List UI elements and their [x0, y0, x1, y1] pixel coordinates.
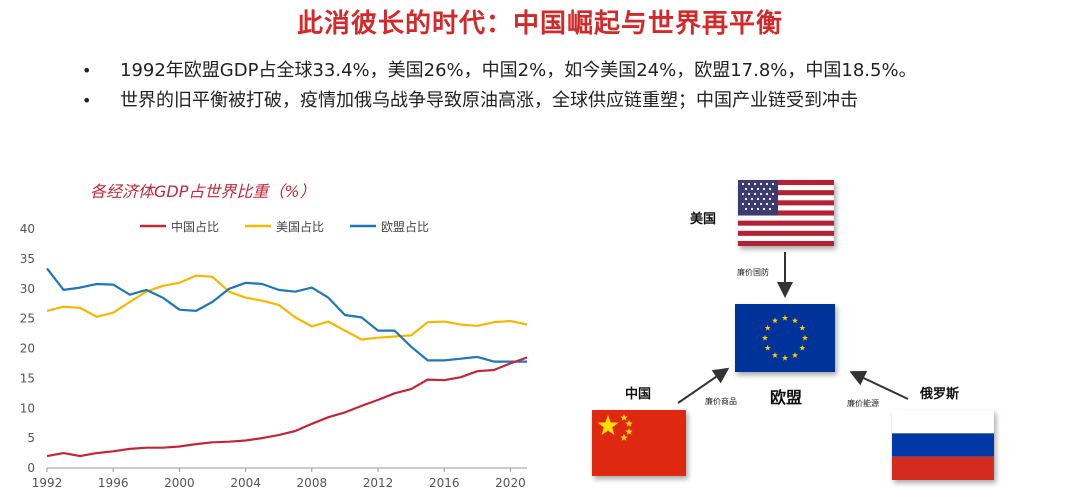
chart-title: 各经济体GDP占世界比重（%） — [90, 182, 316, 201]
x-tick-label: 1996 — [98, 476, 129, 490]
series-line-1 — [46, 274, 528, 341]
x-tick-label: 2016 — [429, 476, 460, 490]
y-tick-label: 5 — [27, 431, 35, 445]
eu-label: 欧盟 — [770, 388, 803, 407]
china-flag — [592, 410, 686, 476]
edge-label-russia-eu: 廉价能源 — [847, 399, 879, 408]
eu-star-icon — [799, 324, 806, 331]
eu-star-icon — [761, 334, 769, 341]
edge-label-usa-eu: 廉价国防 — [737, 268, 769, 277]
eu-flag — [735, 304, 835, 372]
legend-label: 中国占比 — [171, 219, 219, 234]
y-tick-label: 15 — [20, 371, 35, 385]
x-tick-label: 2008 — [297, 476, 328, 490]
bullet-item: • 1992年欧盟GDP占全球33.4%，美国26%，中国2%，如今美国24%，… — [82, 58, 1042, 88]
bullet-list: • 1992年欧盟GDP占全球33.4%，美国26%，中国2%，如今美国24%，… — [82, 58, 1042, 118]
series-line-2 — [46, 267, 527, 363]
eu-star-icon — [764, 344, 771, 351]
diagram-arrows — [677, 252, 909, 404]
eu-star-icon — [781, 314, 789, 321]
chart-legend: 中国占比 美国占比 欧盟占比 — [140, 219, 429, 234]
russia-label: 俄罗斯 — [920, 387, 960, 402]
trade-relationship-diagram: 美国 廉价国防 — [560, 170, 1080, 499]
x-tick-label: 1992 — [32, 476, 63, 490]
eu-star-icon — [781, 354, 789, 361]
gdp-share-line-chart: 各经济体GDP占世界比重（%） 中国占比 美国占比 欧盟占比 0 5 10 15 20 25 3… — [20, 182, 528, 490]
russia-flag — [892, 410, 994, 480]
eu-star-icon — [801, 334, 809, 341]
bullet-marker: • — [82, 91, 92, 110]
eu-star-icon — [791, 317, 799, 324]
y-tick-label: 30 — [20, 282, 35, 296]
chart-axes: 0 5 10 15 20 25 30 35 40 1992 1996 2000 2004 2008 2012… — [20, 222, 527, 490]
y-tick-label: 40 — [20, 222, 35, 236]
usa-label: 美国 — [690, 212, 717, 227]
eu-star-icon — [791, 352, 799, 358]
legend-label: 美国占比 — [276, 219, 324, 234]
x-tick-label: 2004 — [230, 476, 261, 490]
slide-title: 此消彼长的时代：中国崛起与世界再平衡 — [296, 9, 783, 39]
y-tick-label: 20 — [20, 342, 35, 356]
chart-series — [46, 267, 528, 458]
y-tick-label: 10 — [20, 401, 35, 415]
y-tick-label: 35 — [20, 252, 35, 266]
x-tick-label: 2020 — [495, 476, 526, 490]
bullet-marker: • — [82, 61, 92, 80]
bullet-text: 1992年欧盟GDP占全球33.4%，美国26%，中国2%，如今美国24%，欧盟… — [120, 60, 917, 81]
eu-star-icon — [799, 344, 806, 351]
arrow-russia-to-eu — [849, 370, 909, 400]
bullet-item: • 世界的旧平衡被打破，疫情加俄乌战争导致原油高涨，全球供应链重塑；中国产业链受… — [82, 88, 1042, 118]
bullet-text: 世界的旧平衡被打破，疫情加俄乌战争导致原油高涨，全球供应链重塑；中国产业链受到冲… — [120, 90, 858, 111]
eu-star-icon — [764, 324, 771, 331]
arrow-china-to-eu — [677, 367, 730, 404]
legend-label: 欧盟占比 — [381, 219, 429, 234]
eu-star-icon — [771, 317, 779, 324]
eu-star-icon — [771, 352, 779, 358]
edge-label-china-eu: 廉价商品 — [705, 397, 737, 406]
x-tick-label: 2012 — [363, 476, 394, 490]
y-tick-label: 25 — [20, 312, 35, 326]
us-flag — [738, 180, 834, 246]
y-tick-label: 0 — [27, 461, 35, 475]
series-line-0 — [46, 356, 528, 458]
china-label: 中国 — [625, 387, 652, 402]
x-tick-label: 2000 — [164, 476, 195, 490]
